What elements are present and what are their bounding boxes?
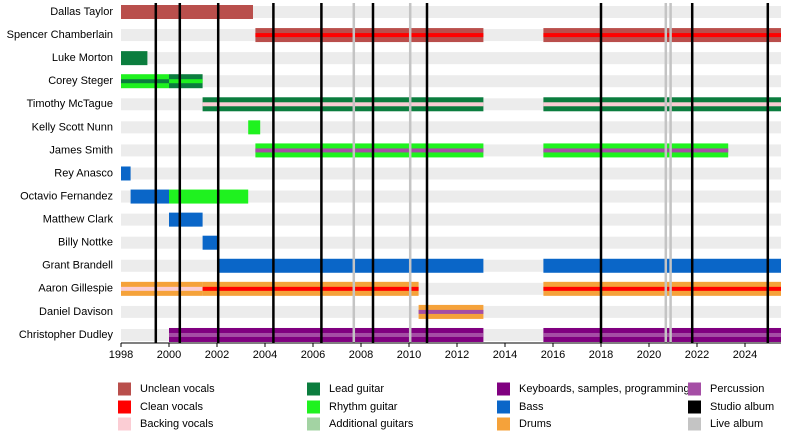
tenure-bar: [217, 258, 484, 273]
tenure-bar: [130, 189, 169, 204]
member-name: Kelly Scott Nunn: [32, 121, 113, 133]
role-stripe: [543, 102, 781, 107]
tenure-bar: [121, 166, 131, 181]
role-stripe: [255, 148, 484, 153]
role-stripe: [543, 286, 781, 291]
member-name: Corey Steger: [48, 75, 113, 87]
x-tick-label: 2012: [445, 349, 469, 361]
role-stripe: [121, 79, 169, 84]
member-name: Christopher Dudley: [19, 329, 114, 341]
role-stripe: [543, 33, 781, 38]
role-stripe: [543, 148, 729, 153]
x-tick-label: 2018: [589, 349, 613, 361]
x-tick-label: 2006: [301, 349, 325, 361]
member-name: James Smith: [49, 144, 113, 156]
row-background: [121, 121, 781, 134]
legend-swatch: [497, 417, 510, 431]
x-tick-label: 2008: [349, 349, 373, 361]
legend-label: Backing vocals: [140, 418, 214, 430]
role-stripe: [202, 286, 419, 291]
legend-label: Drums: [519, 418, 552, 430]
role-stripe: [418, 309, 484, 314]
role-stripe: [543, 332, 781, 337]
role-stripe: [202, 102, 484, 107]
member-name: Billy Nottke: [58, 237, 113, 249]
role-stripe: [169, 332, 484, 337]
legend-label: Additional guitars: [329, 418, 414, 430]
x-tick-label: 2010: [397, 349, 421, 361]
member-name: Rey Anasco: [54, 167, 113, 179]
legend-swatch: [118, 417, 131, 431]
member-name: Octavio Fernandez: [20, 190, 113, 202]
legend-swatch: [307, 400, 320, 414]
legend-swatch: [688, 400, 701, 414]
row-background: [121, 6, 781, 18]
tenure-bar: [202, 235, 217, 250]
legend-label: Studio album: [710, 401, 774, 413]
legend-label: Live album: [710, 418, 763, 430]
row-background: [121, 167, 781, 180]
member-name: Luke Morton: [52, 52, 113, 64]
row-background: [121, 52, 781, 65]
x-tick-label: 2022: [685, 349, 709, 361]
legend-label: Clean vocals: [140, 401, 203, 413]
legend-swatch: [497, 382, 510, 396]
legend-label: Unclean vocals: [140, 383, 215, 395]
x-tick-label: 2024: [733, 349, 757, 361]
legend-label: Bass: [519, 401, 544, 413]
member-name: Dallas Taylor: [50, 6, 113, 18]
row-background: [121, 213, 781, 226]
tenure-bar: [169, 189, 249, 204]
x-tick-label: 2016: [541, 349, 565, 361]
x-tick-label: 2014: [493, 349, 517, 361]
legend-swatch: [688, 417, 701, 431]
x-tick-label: 2002: [205, 349, 229, 361]
tenure-bar: [543, 258, 781, 273]
x-tick-label: 2000: [157, 349, 181, 361]
legend-label: Rhythm guitar: [329, 401, 398, 413]
tenure-bar: [121, 51, 148, 66]
legend-label: Keyboards, samples, programming: [519, 383, 690, 395]
legend-label: Percussion: [710, 383, 764, 395]
legend-swatch: [688, 382, 701, 396]
legend-label: Lead guitar: [329, 383, 384, 395]
member-name: Daniel Davison: [39, 306, 113, 318]
legend-swatch: [497, 400, 510, 414]
role-stripe: [255, 33, 484, 38]
x-tick-label: 2004: [253, 349, 277, 361]
legend-swatch: [118, 382, 131, 396]
member-name: Matthew Clark: [43, 214, 114, 226]
legend-swatch: [307, 417, 320, 431]
role-stripe: [169, 79, 203, 84]
role-stripe: [121, 286, 203, 291]
row-background: [121, 75, 781, 88]
member-name: Aaron Gillespie: [38, 283, 113, 295]
legend-swatch: [307, 382, 320, 396]
member-name: Spencer Chamberlain: [7, 29, 113, 41]
legend-swatch: [118, 400, 131, 414]
tenure-bar: [248, 120, 261, 135]
x-tick-label: 2020: [637, 349, 661, 361]
member-name: Grant Brandell: [42, 260, 113, 272]
tenure-bar: [121, 5, 253, 19]
row-background: [121, 190, 781, 203]
tenure-bar: [169, 212, 203, 227]
x-tick-label: 1998: [109, 349, 133, 361]
row-background: [121, 236, 781, 249]
member-name: Timothy McTague: [27, 98, 113, 110]
